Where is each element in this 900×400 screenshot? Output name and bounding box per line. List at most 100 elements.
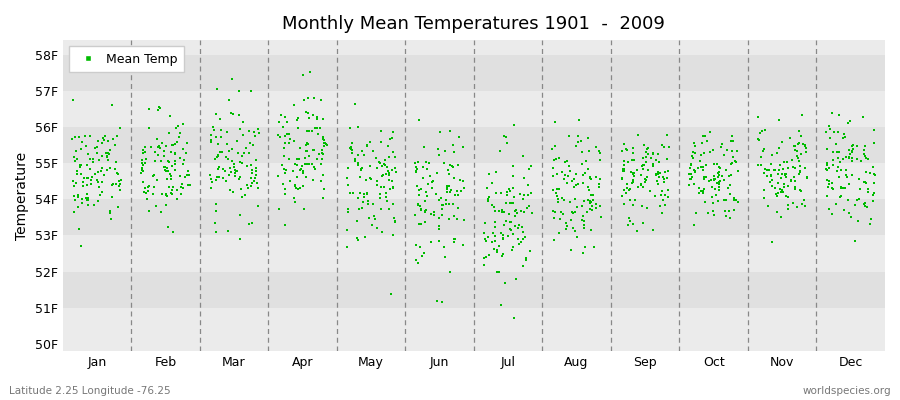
Point xyxy=(157,164,171,171)
Point xyxy=(360,190,374,196)
Point xyxy=(567,184,581,190)
Point xyxy=(796,196,811,203)
Point xyxy=(550,186,564,192)
Point xyxy=(274,134,288,140)
Point xyxy=(440,186,454,192)
Point xyxy=(280,119,294,125)
Point xyxy=(691,185,706,191)
Point xyxy=(347,157,362,164)
Point xyxy=(841,120,855,126)
Point xyxy=(841,196,855,203)
Point xyxy=(297,161,311,168)
Point xyxy=(688,150,702,156)
Point xyxy=(770,171,785,177)
Point xyxy=(476,230,491,236)
Point xyxy=(724,172,738,178)
Point xyxy=(211,151,225,158)
Point xyxy=(522,166,536,172)
Point xyxy=(651,151,665,158)
Point xyxy=(247,129,261,136)
Point xyxy=(492,269,507,276)
Point xyxy=(211,166,225,172)
Point xyxy=(863,169,878,176)
Point xyxy=(351,160,365,166)
Point xyxy=(375,172,390,179)
Point xyxy=(758,166,772,172)
Point xyxy=(95,135,110,141)
Point xyxy=(442,201,456,207)
Point xyxy=(291,125,305,132)
Point xyxy=(251,130,266,136)
Point xyxy=(661,168,675,174)
Point xyxy=(616,168,630,174)
Point xyxy=(153,105,167,111)
Point xyxy=(652,159,666,166)
Point xyxy=(241,221,256,227)
Point xyxy=(75,200,89,206)
Point xyxy=(649,171,663,178)
Point xyxy=(582,187,597,194)
Point xyxy=(768,185,782,192)
Point xyxy=(149,203,164,209)
Point xyxy=(505,246,519,253)
Point xyxy=(579,158,593,164)
Point xyxy=(514,238,528,245)
Point xyxy=(778,170,793,177)
Point xyxy=(373,191,387,198)
Point xyxy=(101,150,115,156)
Point xyxy=(135,166,149,173)
Point xyxy=(228,172,242,179)
Point xyxy=(297,154,311,161)
Point xyxy=(616,166,630,172)
Point xyxy=(716,197,731,204)
Point xyxy=(791,141,806,148)
Point xyxy=(623,197,637,204)
Point xyxy=(774,174,788,181)
Point xyxy=(417,250,431,256)
Point xyxy=(616,141,631,147)
Point xyxy=(409,160,423,166)
Point xyxy=(167,150,182,156)
Point xyxy=(778,174,793,180)
Point xyxy=(68,180,83,186)
Point xyxy=(655,142,670,148)
Point xyxy=(283,136,297,142)
Point xyxy=(699,138,714,144)
Point xyxy=(764,161,778,168)
Point xyxy=(79,175,94,182)
Point xyxy=(621,186,635,193)
Point xyxy=(68,182,82,189)
Point xyxy=(584,199,598,205)
Point xyxy=(209,110,223,117)
Point xyxy=(79,196,94,203)
Point xyxy=(69,156,84,162)
Point xyxy=(277,222,292,228)
Point xyxy=(103,151,117,157)
Point xyxy=(246,180,260,187)
Point xyxy=(411,260,426,266)
Point xyxy=(844,172,859,178)
Point xyxy=(154,209,168,216)
Point xyxy=(722,208,736,214)
Point xyxy=(485,180,500,187)
Point xyxy=(623,186,637,192)
Point xyxy=(108,166,122,172)
Point xyxy=(825,180,840,186)
Point xyxy=(239,145,254,151)
Point xyxy=(868,172,882,179)
Point xyxy=(299,142,313,148)
Point xyxy=(382,177,396,184)
Point xyxy=(411,117,426,124)
Point xyxy=(636,162,651,168)
Point xyxy=(768,167,782,173)
Point xyxy=(388,219,402,225)
Point xyxy=(361,201,375,207)
Point xyxy=(640,146,654,153)
Point xyxy=(656,144,670,150)
Point xyxy=(302,161,316,168)
Point xyxy=(278,114,293,120)
Point xyxy=(440,189,454,196)
Point xyxy=(688,168,702,175)
Point xyxy=(181,182,195,188)
Point xyxy=(701,210,716,216)
